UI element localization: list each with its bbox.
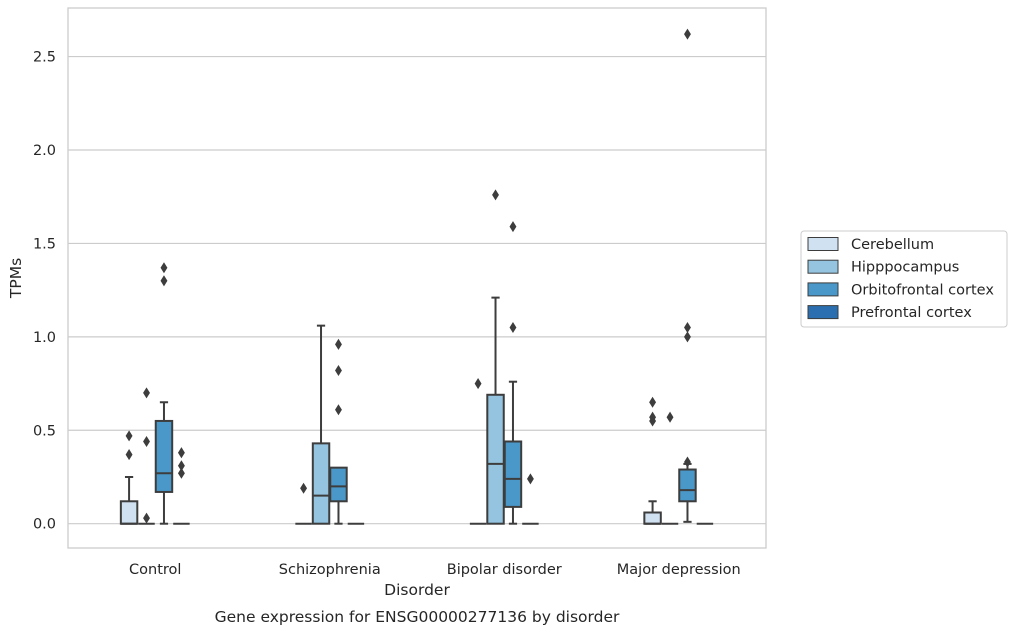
legend-swatch	[807, 259, 839, 274]
outlier-point	[300, 482, 308, 494]
outlier-point	[177, 447, 185, 459]
outlier-point	[492, 189, 499, 201]
box-body	[503, 440, 523, 508]
y-tick-label: 0.5	[33, 423, 56, 439]
y-tick-label: 1.0	[33, 330, 56, 346]
box-orbitofrontal-cortex	[329, 338, 348, 525]
box-prefrontal-cortex	[522, 473, 539, 525]
x-tick-label: Schizophrenia	[279, 562, 381, 578]
box-body	[119, 500, 139, 525]
legend-label: Cerebellum	[851, 237, 934, 253]
outlier-point	[125, 449, 133, 461]
box-hipppocampus	[311, 324, 331, 525]
outlier-point	[335, 404, 342, 416]
outlier-point	[666, 411, 674, 423]
box-orbitofrontal-cortex	[678, 28, 697, 523]
x-tick-label: Control	[129, 562, 181, 578]
box-cerebellum	[643, 396, 662, 525]
outlier-point	[684, 331, 691, 343]
legend-swatch	[807, 237, 839, 251]
outlier-point	[684, 28, 691, 40]
x-tick-label: Bipolar disorder	[447, 562, 562, 578]
outlier-point	[509, 221, 517, 233]
outlier-point	[649, 411, 657, 423]
legend-label: Hipppocampus	[851, 260, 959, 276]
box-cerebellum	[469, 378, 487, 525]
y-tick-label: 1.5	[33, 236, 56, 252]
y-axis-title: TPMs	[7, 258, 25, 299]
legend-label: Prefrontal cortex	[851, 305, 972, 321]
box-orbitofrontal-cortex	[154, 262, 174, 525]
x-tick-labels: Control Schizophrenia Bipolar disorder Majo…	[129, 562, 741, 578]
outlier-point	[143, 387, 150, 399]
outlier-point	[335, 338, 342, 350]
outlier-point	[160, 275, 168, 287]
outlier-point	[125, 430, 133, 442]
box-hipppocampus	[486, 189, 505, 525]
outlier-point	[335, 364, 342, 377]
outlier-point	[177, 460, 185, 472]
y-tick-label: 0.0	[33, 517, 56, 533]
outlier-point	[526, 473, 534, 485]
outlier-point	[160, 262, 168, 274]
outlier-point	[509, 321, 517, 334]
outlier-point	[177, 467, 185, 479]
box-groups	[119, 28, 714, 525]
outlier-point	[649, 396, 657, 408]
x-axis-title: Disorder	[384, 581, 450, 599]
box-body	[329, 466, 348, 503]
box-body	[486, 393, 505, 525]
box-cerebellum	[295, 482, 312, 525]
box-hipppocampus	[661, 411, 679, 525]
box-orbitofrontal-cortex	[503, 221, 523, 525]
legend: Cerebellum Hipppocampus Orbitofrontal cort…	[800, 230, 1008, 328]
box-hipppocampus	[138, 387, 155, 525]
box-prefrontal-cortex	[173, 447, 190, 525]
y-tick-labels: 0.0 0.5 1.0 1.5 2.0 2.5	[33, 50, 56, 533]
plot-frame	[67, 7, 767, 549]
box-body	[678, 468, 697, 503]
box-cerebellum	[119, 430, 139, 525]
box-body	[311, 442, 331, 525]
legend-swatch	[807, 282, 839, 297]
chart-caption: Gene expression for ENSG00000277136 by d…	[215, 608, 620, 626]
legend-frame	[800, 230, 1008, 328]
x-tick-label: Major depression	[617, 562, 741, 578]
outlier-point	[143, 512, 150, 524]
outlier-point	[684, 321, 691, 334]
outlier-point	[684, 456, 691, 468]
legend-label: Orbitofrontal cortex	[851, 282, 994, 298]
legend-swatch	[807, 305, 839, 320]
y-tick-label: 2.0	[33, 143, 56, 159]
plot-area	[68, 8, 766, 548]
outlier-point	[474, 378, 482, 390]
y-tick-label: 2.5	[33, 50, 56, 66]
box-body	[643, 511, 662, 525]
outlier-point	[143, 435, 150, 448]
box-body	[154, 419, 174, 493]
